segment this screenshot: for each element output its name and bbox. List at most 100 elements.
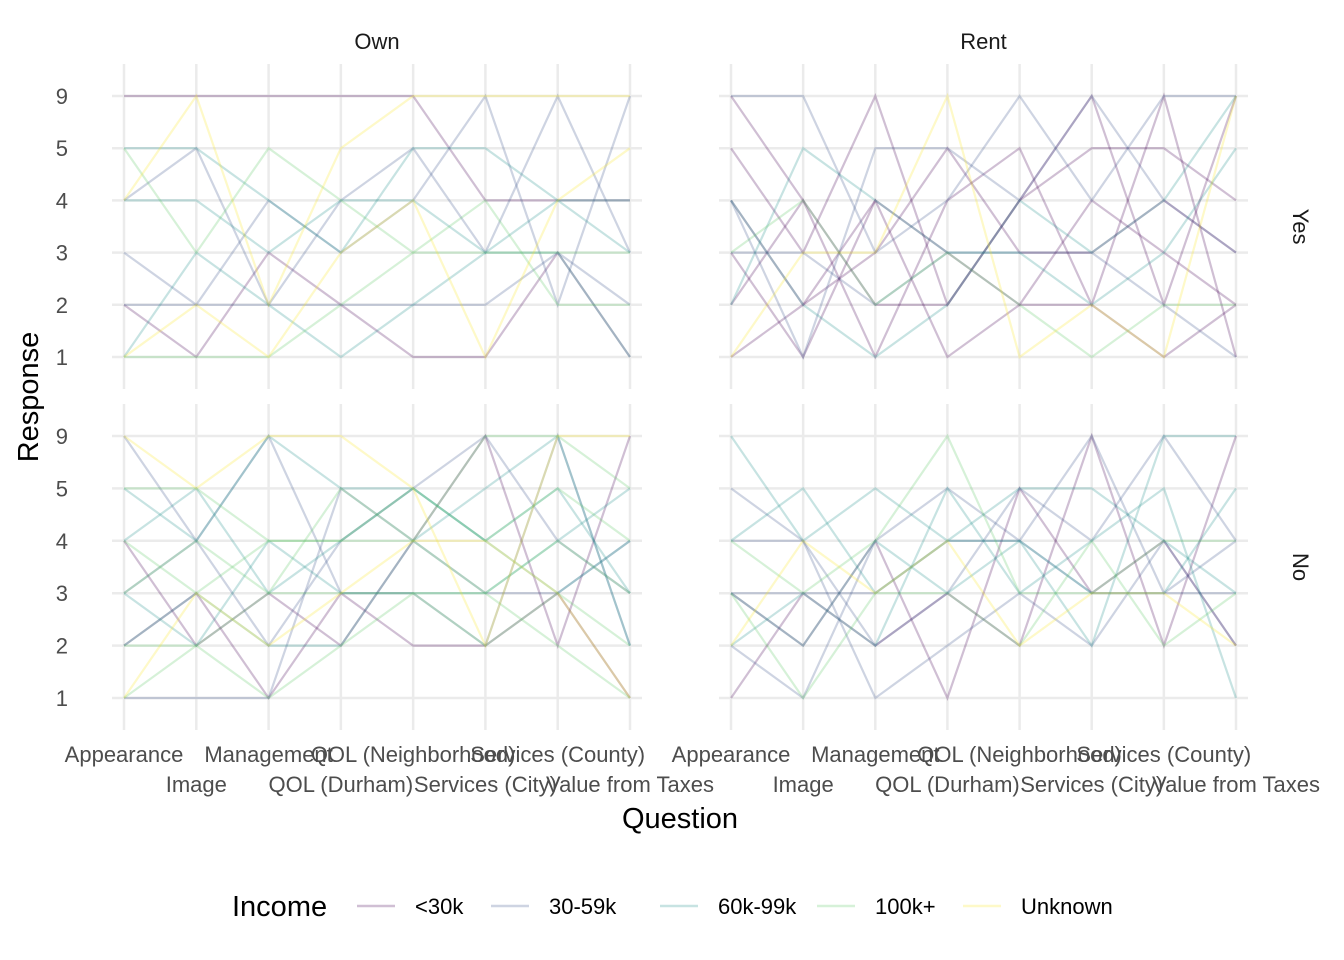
x-tick-label: Services (City) [1020, 772, 1163, 797]
series-line [123, 199, 630, 359]
series-line [123, 146, 630, 306]
y-tick-label: 4 [56, 188, 68, 213]
facet-panels [112, 64, 1248, 730]
series-line [731, 539, 1236, 595]
x-tick-label: Appearance [672, 742, 791, 767]
facet-label-own: Own [354, 29, 399, 54]
legend-label: 30-59k [549, 894, 617, 919]
x-tick-label: QOL (Durham) [269, 772, 414, 797]
series-line [124, 94, 630, 202]
series-line [730, 146, 1237, 307]
legend-label: 60k-99k [718, 894, 797, 919]
panel-rent-yes [719, 64, 1248, 389]
series-line [730, 92, 1238, 360]
facet-strips: Own Rent Yes No [354, 29, 1313, 581]
legend-item: 60k-99k [660, 894, 797, 919]
series-line [730, 485, 1237, 701]
series-line [124, 251, 631, 306]
y-tick-label: 2 [56, 634, 68, 659]
series-line [123, 147, 631, 360]
series-line [731, 94, 1236, 255]
y-axis-title: Response [13, 332, 45, 463]
series-line [730, 433, 1236, 595]
series-line [123, 434, 632, 647]
series-line [123, 434, 631, 648]
x-tick-label: QOL (Neighborhood) [917, 742, 1122, 767]
series-line [124, 147, 631, 255]
series-line [123, 539, 631, 699]
series-line [730, 432, 1238, 699]
series-line [730, 487, 1237, 648]
y-tick-label: 9 [56, 424, 68, 449]
x-tick-label: Management [811, 742, 939, 767]
x-tick-label: QOL (Durham) [875, 772, 1020, 797]
series-line [123, 486, 631, 595]
series-line [730, 538, 1237, 700]
legend-title: Income [232, 891, 327, 923]
legend-label: <30k [415, 894, 464, 919]
facet-label-yes: Yes [1288, 209, 1313, 245]
series-line [730, 95, 1237, 306]
series-line [123, 433, 632, 649]
legend-items: <30k 30-59k 60k-99k 100k+ Unknown [357, 894, 1113, 919]
x-axis: Appearance Image Management QOL (Durham) QOL… [65, 742, 1320, 797]
y-tick-label: 2 [56, 293, 68, 318]
series-line [730, 146, 1237, 307]
series-line [730, 94, 1237, 360]
series-line [123, 93, 631, 308]
series-line [730, 198, 1236, 359]
x-tick-label: Image [773, 772, 834, 797]
series-line [123, 434, 630, 649]
series-line [123, 487, 631, 648]
series-line [730, 539, 1237, 648]
legend-item: 100k+ [817, 894, 936, 919]
x-tick-label: Value from Taxes [1152, 772, 1320, 797]
series-line [731, 251, 1237, 358]
series-line [124, 434, 631, 542]
series-line [730, 434, 1236, 649]
series-line [123, 432, 632, 648]
series-line [730, 198, 1237, 360]
y-tick-label: 3 [56, 581, 68, 606]
x-tick-label: Services (City) [414, 772, 557, 797]
panel-own-no [112, 404, 642, 730]
legend: Income <30k 30-59k 60k-99k 100k+ Unknown [232, 891, 1113, 923]
series-line [124, 199, 631, 358]
y-tick-label: 1 [56, 345, 68, 370]
series-line [123, 93, 630, 308]
panel-rent-no [719, 404, 1248, 730]
series-line [123, 591, 631, 700]
x-axis-title: Question [622, 803, 738, 835]
legend-item: Unknown [963, 894, 1113, 919]
series-line [730, 93, 1238, 309]
series-line [730, 95, 1237, 359]
series-line [730, 486, 1237, 595]
series-line [123, 434, 631, 595]
panel-own-yes [112, 64, 642, 389]
series-line [124, 251, 630, 359]
x-tick-label: Value from Taxes [546, 772, 714, 797]
series-line [730, 486, 1238, 699]
y-tick-label: 1 [56, 686, 68, 711]
series-line [124, 591, 631, 647]
x-tick-label: Services (County) [1076, 742, 1251, 767]
series-line [730, 487, 1237, 700]
y-tick-label: 3 [56, 241, 68, 266]
legend-item: 30-59k [491, 894, 617, 919]
y-tick-label: 4 [56, 529, 68, 554]
legend-label: 100k+ [875, 894, 936, 919]
facet-label-rent: Rent [960, 29, 1006, 54]
series-line [730, 92, 1238, 359]
legend-item: <30k [357, 894, 464, 919]
series-line [123, 250, 631, 359]
x-tick-label: Image [166, 772, 227, 797]
series-line [731, 434, 1237, 648]
legend-label: Unknown [1021, 894, 1113, 919]
series-line [730, 198, 1237, 359]
series-line [123, 487, 631, 595]
x-tick-label: Services (County) [470, 742, 645, 767]
y-axis: 1 2 3 4 5 9 1 2 3 4 5 9 [56, 84, 68, 711]
x-tick-label: Appearance [65, 742, 184, 767]
series-line [123, 93, 632, 309]
